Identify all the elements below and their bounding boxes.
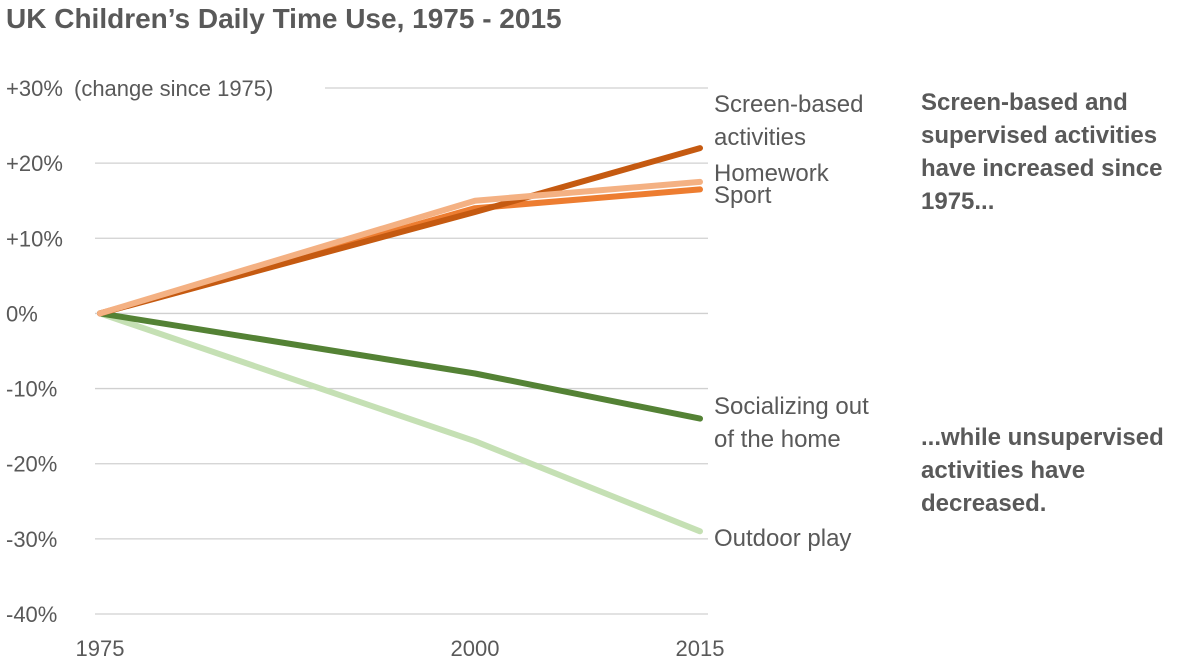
series-line-homework (97, 178, 703, 317)
gridlines (95, 87, 708, 615)
y-axis-ticks: +30% +20% +10% 0% -10% -20% -30% -40% (6, 76, 63, 627)
series-line-sport (97, 186, 703, 317)
series-lines (97, 145, 703, 535)
series-label-outdoor-play: Outdoor play (714, 525, 851, 552)
series-line-socializing-out-of-the-home (97, 310, 703, 422)
series-label-screen-based-activities: Screen-based (714, 91, 863, 118)
y-tick-label: +20% (6, 151, 63, 176)
series-label-socializing-out-of-the-home: of the home (714, 426, 841, 453)
series-label-sport: Sport (714, 182, 772, 209)
increase-annotation: supervised activities (921, 122, 1157, 149)
y-tick-label: +30% (6, 76, 63, 101)
y-tick-label: 0% (6, 301, 38, 326)
increase-annotation: have increased since (921, 155, 1162, 182)
decrease-annotation: ...while unsupervised (921, 424, 1164, 451)
series-line-screen-based-activities (97, 145, 703, 317)
x-axis-ticks: 1975 2000 2015 (76, 636, 725, 661)
annotations: Screen-based and supervised activities hav… (921, 89, 1164, 517)
x-tick-label: 1975 (76, 636, 125, 661)
y-tick-label: -10% (6, 377, 57, 402)
series-label-homework: Homework (714, 160, 830, 187)
series-line-outdoor-play (97, 310, 703, 535)
series-label-socializing-out-of-the-home: Socializing out (714, 393, 869, 420)
y-tick-label: -30% (6, 527, 57, 552)
y-tick-label: -40% (6, 602, 57, 627)
series-label-screen-based-activities: activities (714, 124, 806, 151)
decrease-annotation: activities have (921, 457, 1085, 484)
y-tick-label: +10% (6, 226, 63, 251)
decrease-annotation: decreased. (921, 490, 1046, 517)
increase-annotation: 1975... (921, 188, 994, 215)
x-tick-label: 2015 (676, 636, 725, 661)
y-tick-label: -20% (6, 452, 57, 477)
increase-annotation: Screen-based and (921, 89, 1128, 116)
chart-title: UK Children’s Daily Time Use, 1975 - 201… (6, 3, 562, 34)
x-tick-label: 2000 (451, 636, 500, 661)
series-labels: Outdoor play Socializing out of the home Sp… (714, 91, 869, 552)
y-axis-label: (change since 1975) (74, 76, 273, 101)
